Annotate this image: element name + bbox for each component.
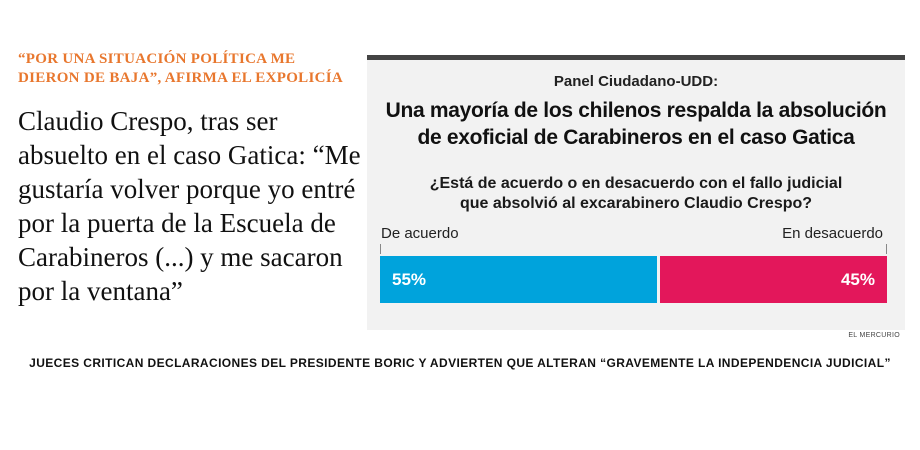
poll-question-line1: ¿Está de acuerdo o en desacuerdo con el …: [429, 175, 843, 192]
agree-label: De acuerdo: [381, 225, 459, 242]
article-headline[interactable]: Claudio Crespo, tras ser absuelto en el …: [18, 106, 361, 306]
bar-disagree-value: 45%: [840, 269, 875, 289]
article-kicker: “POR UNA SITUACIÓN POLÍTICA ME DIERON DE…: [18, 51, 344, 86]
bar-disagree: 45%: [660, 256, 887, 303]
poll-panel: Panel Ciudadano-UDD: Una mayoría de los …: [367, 55, 905, 330]
bar-agree-value: 55%: [392, 269, 427, 289]
poll-title-line1: Una mayoría de los chilenos respalda la …: [385, 99, 887, 122]
poll-question-line2: que absolvió al excarabinero Claudio Cre…: [459, 195, 813, 212]
disagree-label: En desacuerdo: [782, 225, 883, 242]
source-credit: EL MERCURIO: [848, 332, 900, 339]
poll-title-line2: de exoficial de Carabineros en el caso G…: [417, 126, 855, 149]
poll-source: Panel Ciudadano-UDD:: [553, 73, 719, 90]
poll-bar-chart: 55% 45%: [380, 256, 887, 303]
poll-title: Una mayoría de los chilenos respalda la …: [367, 97, 905, 151]
right-tick: [886, 244, 887, 254]
bar-agree: 55%: [380, 256, 657, 303]
left-tick: [380, 244, 381, 254]
secondary-headline[interactable]: JUECES CRITICAN DECLARACIONES DEL PRESID…: [29, 356, 891, 370]
poll-question: ¿Está de acuerdo o en desacuerdo con el …: [367, 174, 905, 214]
